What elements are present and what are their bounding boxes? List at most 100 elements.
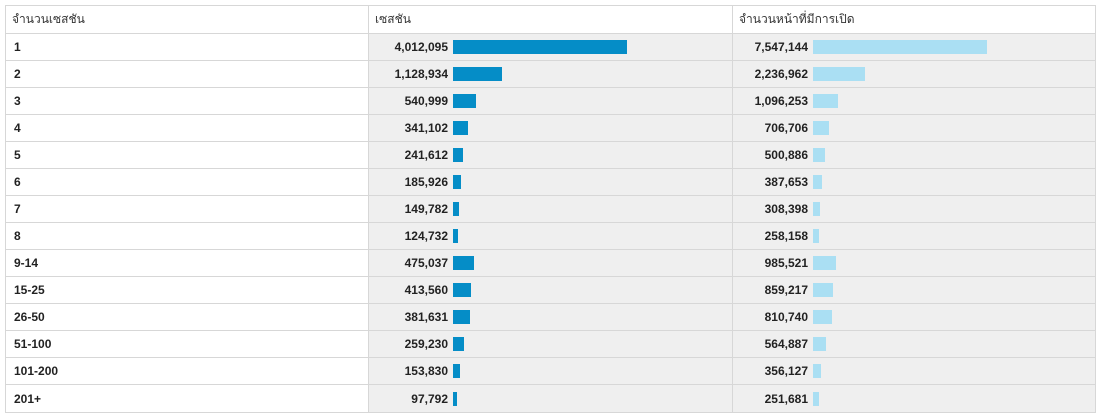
pageviews-bar-track: [813, 148, 1095, 162]
sessions-value: 259,230: [404, 337, 448, 351]
sessions-bar: [453, 391, 457, 406]
sessions-value: 97,792: [411, 391, 448, 406]
table-row: 15-25 413,560 859,217: [6, 277, 1095, 304]
sessions-value: 1,128,934: [394, 67, 448, 81]
row-label: 2: [6, 61, 369, 87]
sessions-bar-track: [453, 337, 732, 351]
pageviews-bar-track: [813, 202, 1095, 216]
pageviews-cell: 706,706: [733, 115, 1095, 141]
sessions-bar-track: [453, 40, 732, 54]
sessions-bar-track: [453, 94, 732, 108]
sessions-bar-track: [453, 391, 732, 406]
sessions-bar-track: [453, 229, 732, 243]
pageviews-bar: [813, 94, 838, 108]
table-row: 26-50 381,631 810,740: [6, 304, 1095, 331]
pageviews-cell: 810,740: [733, 304, 1095, 330]
sessions-bar-track: [453, 256, 732, 270]
sessions-cell: 97,792: [369, 385, 733, 412]
sessions-value: 153,830: [404, 364, 448, 378]
pageviews-cell: 356,127: [733, 358, 1095, 384]
sessions-bar-track: [453, 202, 732, 216]
pageviews-value: 564,887: [764, 337, 808, 351]
table-row: 4 341,102 706,706: [6, 115, 1095, 142]
pageviews-bar: [813, 202, 820, 216]
sessions-bar: [453, 364, 460, 378]
pageviews-bar-track: [813, 229, 1095, 243]
pageviews-cell: 564,887: [733, 331, 1095, 357]
sessions-cell: 259,230: [369, 331, 733, 357]
sessions-bar: [453, 202, 459, 216]
sessions-bar-track: [453, 283, 732, 297]
pageviews-bar-track: [813, 256, 1095, 270]
pageviews-value: 706,706: [764, 121, 808, 135]
sessions-cell: 153,830: [369, 358, 733, 384]
table-row: 6 185,926 387,653: [6, 169, 1095, 196]
row-label: 8: [6, 223, 369, 249]
pageviews-bar-track: [813, 40, 1095, 54]
sessions-cell: 540,999: [369, 88, 733, 114]
sessions-bar: [453, 310, 470, 324]
pageviews-value: 1,096,253: [754, 94, 808, 108]
pageviews-cell: 985,521: [733, 250, 1095, 276]
table-row: 51-100 259,230 564,887: [6, 331, 1095, 358]
table-body: 1 4,012,095 7,547,144 2 1,128,934 2,236,962 3 5…: [6, 34, 1095, 412]
sessions-bar: [453, 229, 458, 243]
sessions-value: 149,782: [404, 202, 448, 216]
pageviews-cell: 2,236,962: [733, 61, 1095, 87]
sessions-cell: 381,631: [369, 304, 733, 330]
header-session-count[interactable]: จำนวนเซสชัน: [6, 6, 369, 33]
table-row: 201+ 97,792 251,681: [6, 385, 1095, 412]
pageviews-value: 2,236,962: [754, 67, 808, 81]
sessions-bar-track: [453, 121, 732, 135]
row-label: 1: [6, 34, 369, 60]
pageviews-value: 308,398: [764, 202, 808, 216]
pageviews-bar-track: [813, 121, 1095, 135]
row-label: 26-50: [6, 304, 369, 330]
pageviews-bar-track: [813, 310, 1095, 324]
pageviews-cell: 258,158: [733, 223, 1095, 249]
sessions-bar: [453, 283, 471, 297]
header-sessions[interactable]: เซสชัน: [369, 6, 733, 33]
pageviews-bar: [813, 310, 832, 324]
sessions-cell: 185,926: [369, 169, 733, 195]
row-label: 4: [6, 115, 369, 141]
sessions-value: 124,732: [404, 229, 448, 243]
row-label: 5: [6, 142, 369, 168]
sessions-cell: 1,128,934: [369, 61, 733, 87]
sessions-bar: [453, 67, 502, 81]
pageviews-bar: [813, 364, 821, 378]
pageviews-value: 7,547,144: [754, 40, 808, 54]
table-row: 101-200 153,830 356,127: [6, 358, 1095, 385]
pageviews-bar: [813, 67, 865, 81]
table-row: 2 1,128,934 2,236,962: [6, 61, 1095, 88]
sessions-bar: [453, 40, 627, 54]
pageviews-bar-track: [813, 283, 1095, 297]
row-label: 9-14: [6, 250, 369, 276]
header-pageviews[interactable]: จำนวนหน้าที่มีการเปิด: [733, 6, 1095, 33]
row-label: 15-25: [6, 277, 369, 303]
pageviews-cell: 387,653: [733, 169, 1095, 195]
sessions-cell: 241,612: [369, 142, 733, 168]
row-label: 3: [6, 88, 369, 114]
pageviews-bar-track: [813, 391, 1095, 406]
sessions-value: 413,560: [404, 283, 448, 297]
pageviews-value: 258,158: [764, 229, 808, 243]
sessions-bar-track: [453, 175, 732, 189]
pageviews-bar-track: [813, 67, 1095, 81]
sessions-cell: 4,012,095: [369, 34, 733, 60]
table-row: 5 241,612 500,886: [6, 142, 1095, 169]
pageviews-bar: [813, 121, 829, 135]
row-label: 201+: [6, 385, 369, 412]
sessions-cell: 341,102: [369, 115, 733, 141]
pageviews-value: 810,740: [764, 310, 808, 324]
pageviews-bar: [813, 283, 833, 297]
pageviews-cell: 251,681: [733, 385, 1095, 412]
row-label: 6: [6, 169, 369, 195]
pageviews-value: 859,217: [764, 283, 808, 297]
pageviews-bar: [813, 229, 819, 243]
sessions-bar: [453, 148, 463, 162]
sessions-bar-track: [453, 148, 732, 162]
sessions-cell: 413,560: [369, 277, 733, 303]
sessions-bar: [453, 121, 468, 135]
sessions-value: 540,999: [404, 94, 448, 108]
